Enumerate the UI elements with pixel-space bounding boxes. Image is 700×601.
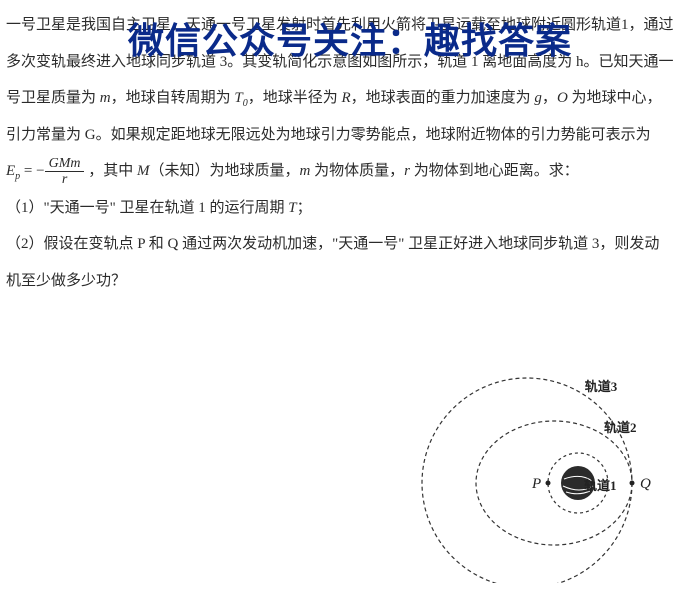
var-m: m: [100, 90, 111, 106]
label-orbit3: 轨道3: [585, 376, 618, 395]
var-T: T: [234, 90, 242, 106]
label-orbit1: 轨道1: [584, 475, 617, 494]
text: 号卫星质量为: [6, 90, 100, 106]
text: ，地球表面的重力加速度为: [351, 90, 535, 106]
problem-text: 一号卫星是我国自主卫星，天通一号卫星发射时首先利用火箭将卫星运载至地球附近圆形轨…: [0, 0, 700, 298]
var-g: g: [534, 90, 542, 106]
text: （未知）为地球质量，: [150, 163, 300, 179]
numerator: GMm: [45, 156, 85, 172]
text: 为物体质量，: [310, 163, 404, 179]
fraction: GMmr: [45, 156, 85, 188]
text: ，地球半径为: [248, 90, 342, 106]
equals: = −: [20, 163, 44, 179]
line-4: 引力常量为 G。如果规定距地球无限远处为地球引力零势能点，地球附近物体的引力势能…: [6, 118, 686, 153]
text: ，: [542, 90, 557, 106]
text: ，其中: [88, 163, 137, 179]
label-orbit2: 轨道2: [604, 417, 637, 436]
text: ；: [297, 200, 312, 216]
question-2b: 机至少做多少功？: [6, 264, 686, 299]
var-T: T: [288, 200, 296, 216]
line-3: 号卫星质量为 m，地球自转周期为 T0，地球半径为 R，地球表面的重力加速度为 …: [6, 81, 686, 116]
text: 为物体到地心距离。求：: [410, 163, 579, 179]
svg-text:P: P: [531, 476, 541, 492]
line-2: 多次变轨最终进入地球同步轨道 3。其变轨简化示意图如图所示，轨道 1 离地面高度…: [6, 45, 686, 80]
var-m: m: [300, 163, 311, 179]
text: （1）"天通一号" 卫星在轨道 1 的运行周期: [6, 200, 288, 216]
var-O: O: [557, 90, 568, 106]
svg-text:Q: Q: [640, 476, 651, 492]
line-1: 一号卫星是我国自主卫星，天通一号卫星发射时首先利用火箭将卫星运载至地球附近圆形轨…: [6, 8, 686, 43]
text: ，地球自转周期为: [111, 90, 235, 106]
formula-line: Ep = −GMmr ，其中 M（未知）为地球质量，m 为物体质量，r 为物体到…: [6, 154, 686, 189]
var-E: E: [6, 163, 15, 179]
var-R: R: [341, 90, 350, 106]
question-2a: （2）假设在变轨点 P 和 Q 通过两次发动机加速，"天通一号" 卫星正好进入地…: [6, 227, 686, 262]
question-1: （1）"天通一号" 卫星在轨道 1 的运行周期 T；: [6, 191, 686, 226]
orbit-diagram: P Q 轨道3 轨道2 轨道1: [382, 363, 672, 583]
denominator: r: [45, 172, 85, 187]
text: 为地球中心，: [568, 90, 662, 106]
var-M: M: [137, 163, 150, 179]
